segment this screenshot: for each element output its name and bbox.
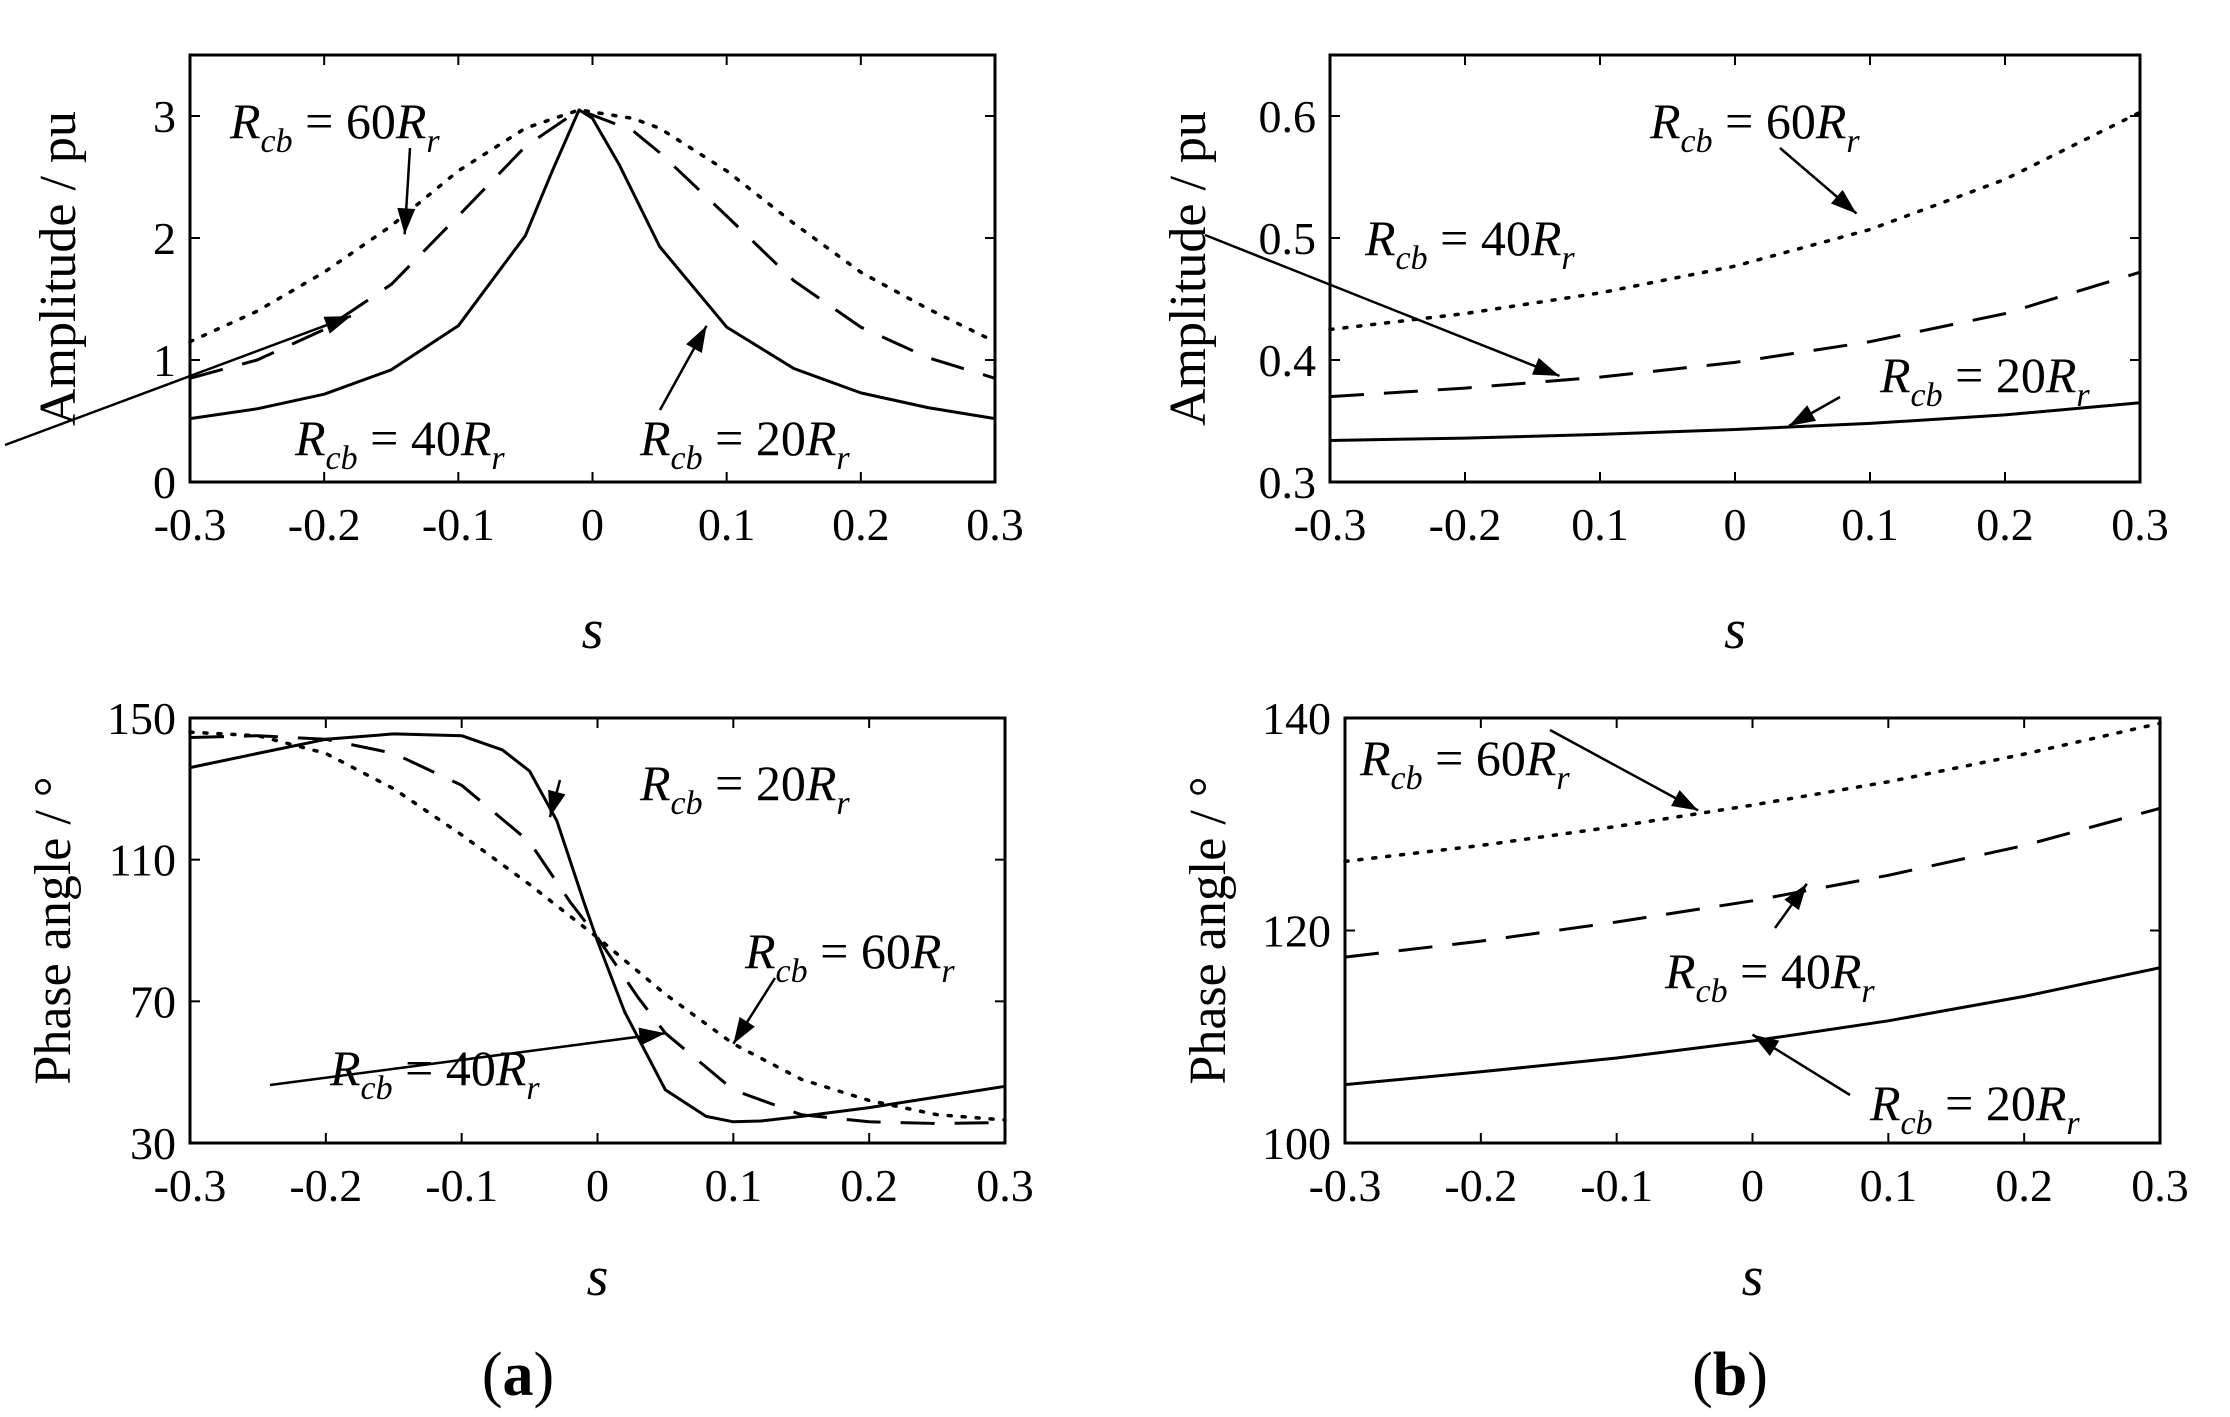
annotation-arrow-a-amp-2 bbox=[658, 325, 708, 411]
annotation-b-amp-1-label: Rcb = 40Rr bbox=[1364, 210, 1575, 277]
series-a-phase-0 bbox=[189, 732, 1006, 1124]
xtick-label: 0.2 bbox=[832, 499, 890, 550]
ytick-label: 3 bbox=[153, 91, 176, 142]
ylabel-a-phase: Phase angle / ° bbox=[25, 776, 82, 1084]
series-b-phase-0 bbox=[1344, 966, 2161, 1087]
annotation-arrow-b-amp-0 bbox=[1779, 147, 1858, 215]
xtick-label: 0.2 bbox=[1976, 499, 2034, 550]
annotation-a-phase-2-label: Rcb = 40Rr bbox=[329, 1040, 540, 1107]
xtick-label: 0.2 bbox=[840, 1160, 898, 1211]
xlabel-b-amp: s bbox=[1724, 599, 1746, 661]
annotation-a-amp-1-label: Rcb = 40Rr bbox=[294, 410, 505, 477]
ytick-label: 0.4 bbox=[1259, 335, 1317, 386]
annotation-arrow-b-phase-1 bbox=[1773, 883, 1808, 929]
ytick-label: 70 bbox=[130, 976, 176, 1027]
xtick-label: 0.1 bbox=[1571, 499, 1629, 550]
series-b-phase-1 bbox=[1344, 806, 2161, 959]
ytick-label: 0 bbox=[153, 457, 176, 508]
ytick-label: 30 bbox=[130, 1118, 176, 1169]
annotation-b-phase-1-label: Rcb = 40Rr bbox=[1664, 943, 1875, 1010]
series-b-phase-2 bbox=[1343, 721, 2162, 864]
series-b-amp-1 bbox=[1329, 270, 2141, 399]
annotation-arrow-b-phase-2 bbox=[1751, 1033, 1851, 1097]
ytick-label: 2 bbox=[153, 213, 176, 264]
annotation-a-amp-0-label: Rcb = 60Rr bbox=[229, 93, 440, 160]
annotation-arrow-a-phase-2 bbox=[269, 1027, 666, 1087]
annotation-arrow-b-amp-1 bbox=[1204, 233, 1560, 378]
ytick-label: 150 bbox=[107, 693, 176, 744]
xtick-label: 0.3 bbox=[2111, 499, 2169, 550]
plot-a-amp: -0.3 -0.2 -0.1 0 0.1 0.2 0.3 0 1 2 3 Amplitude / pu… bbox=[30, 53, 1024, 661]
xtick-label: -0.2 bbox=[288, 499, 361, 550]
ytick-label: 110 bbox=[109, 835, 176, 886]
series-a-amp-1 bbox=[189, 108, 996, 380]
ytick-label: 0.6 bbox=[1259, 91, 1317, 142]
xtick-label: 0.3 bbox=[976, 1160, 1034, 1211]
xtick-label: 0 bbox=[581, 499, 604, 550]
xtick-label: 0.1 bbox=[1841, 499, 1899, 550]
annotation-a-phase-1-label: Rcb = 60Rr bbox=[744, 923, 955, 990]
ylabel-b-amp: Amplitude / pu bbox=[1160, 111, 1217, 426]
xtick-label: 0 bbox=[1724, 499, 1747, 550]
series-b-amp-2 bbox=[1328, 110, 2142, 332]
xtick-label: 0 bbox=[586, 1160, 609, 1211]
ytick-label: 100 bbox=[1262, 1118, 1331, 1169]
plot-b-amp: -0.3 -0.2 0.1 0 0.1 0.2 0.3 0.3 0.4 0.5 0.6 Amplitu… bbox=[1160, 53, 2169, 661]
annotation-b-phase-2-label: Rcb = 20Rr bbox=[1869, 1075, 2080, 1142]
xtick-label: 0.1 bbox=[705, 1160, 763, 1211]
plot-b-phase: -0.3 -0.2 -0.1 0 0.1 0.2 0.3 100 120 140 Phase ang… bbox=[1180, 693, 2189, 1308]
series-b-amp-0 bbox=[1329, 401, 2141, 442]
annotation-b-phase-0-label: Rcb = 60Rr bbox=[1359, 730, 1570, 797]
xtick-label: -0.3 bbox=[154, 499, 227, 550]
xtick-label: 0.2 bbox=[1995, 1160, 2053, 1211]
ytick-label: 140 bbox=[1262, 693, 1331, 744]
caption-a: (a) bbox=[482, 1341, 554, 1409]
ytick-label: 0.5 bbox=[1259, 213, 1317, 264]
xlabel-a-amp: s bbox=[582, 599, 604, 661]
xtick-label: 0.1 bbox=[698, 499, 756, 550]
annotation-arrow-b-phase-0 bbox=[1549, 728, 1699, 812]
annotation-arrow-a-phase-1 bbox=[732, 977, 777, 1045]
annotation-arrow-b-amp-2 bbox=[1788, 395, 1841, 427]
annotation-a-phase-0-label: Rcb = 20Rr bbox=[639, 755, 850, 822]
annotation-a-amp-2-label: Rcb = 20Rr bbox=[639, 410, 850, 477]
ytick-label: 1 bbox=[153, 335, 176, 386]
ylabel-b-phase: Phase angle / ° bbox=[1180, 776, 1237, 1084]
annotation-arrow-a-phase-0 bbox=[548, 779, 566, 818]
annotation-arrow-a-amp-1 bbox=[4, 314, 352, 447]
xtick-label: -0.2 bbox=[1429, 499, 1502, 550]
series-a-phase-1 bbox=[189, 734, 1006, 1125]
xtick-label: 0 bbox=[1741, 1160, 1764, 1211]
series-a-amp-0 bbox=[189, 108, 996, 421]
xlabel-a-phase: s bbox=[587, 1246, 609, 1308]
caption-b: (b) bbox=[1692, 1341, 1768, 1409]
annotation-b-amp-2-label: Rcb = 20Rr bbox=[1879, 347, 2090, 414]
xtick-label: -0.3 bbox=[1294, 499, 1367, 550]
ylabel-a-amp: Amplitude / pu bbox=[30, 111, 87, 426]
xtick-label: -0.3 bbox=[154, 1160, 227, 1211]
xtick-label: -0.3 bbox=[1309, 1160, 1382, 1211]
ytick-label: 0.3 bbox=[1259, 457, 1317, 508]
xtick-label: -0.1 bbox=[422, 499, 495, 550]
xtick-label: 0.3 bbox=[966, 499, 1024, 550]
xtick-label: -0.1 bbox=[425, 1160, 498, 1211]
xtick-label: -0.2 bbox=[1444, 1160, 1517, 1211]
series-a-amp-2 bbox=[188, 108, 997, 344]
plot-a-phase: -0.3 -0.2 -0.1 0 0.1 0.2 0.3 30 70 110 150 Phase an… bbox=[25, 693, 1034, 1308]
ytick-label: 120 bbox=[1262, 906, 1331, 957]
series-a-phase-2 bbox=[188, 730, 1007, 1122]
annotation-b-amp-0-label: Rcb = 60Rr bbox=[1649, 93, 1860, 160]
annotation-arrow-a-amp-0 bbox=[397, 147, 416, 235]
xlabel-b-phase: s bbox=[1742, 1246, 1764, 1308]
xtick-label: -0.1 bbox=[1580, 1160, 1653, 1211]
xtick-label: -0.2 bbox=[289, 1160, 362, 1211]
xtick-label: 0.3 bbox=[2131, 1160, 2189, 1211]
xtick-label: 0.1 bbox=[1860, 1160, 1918, 1211]
